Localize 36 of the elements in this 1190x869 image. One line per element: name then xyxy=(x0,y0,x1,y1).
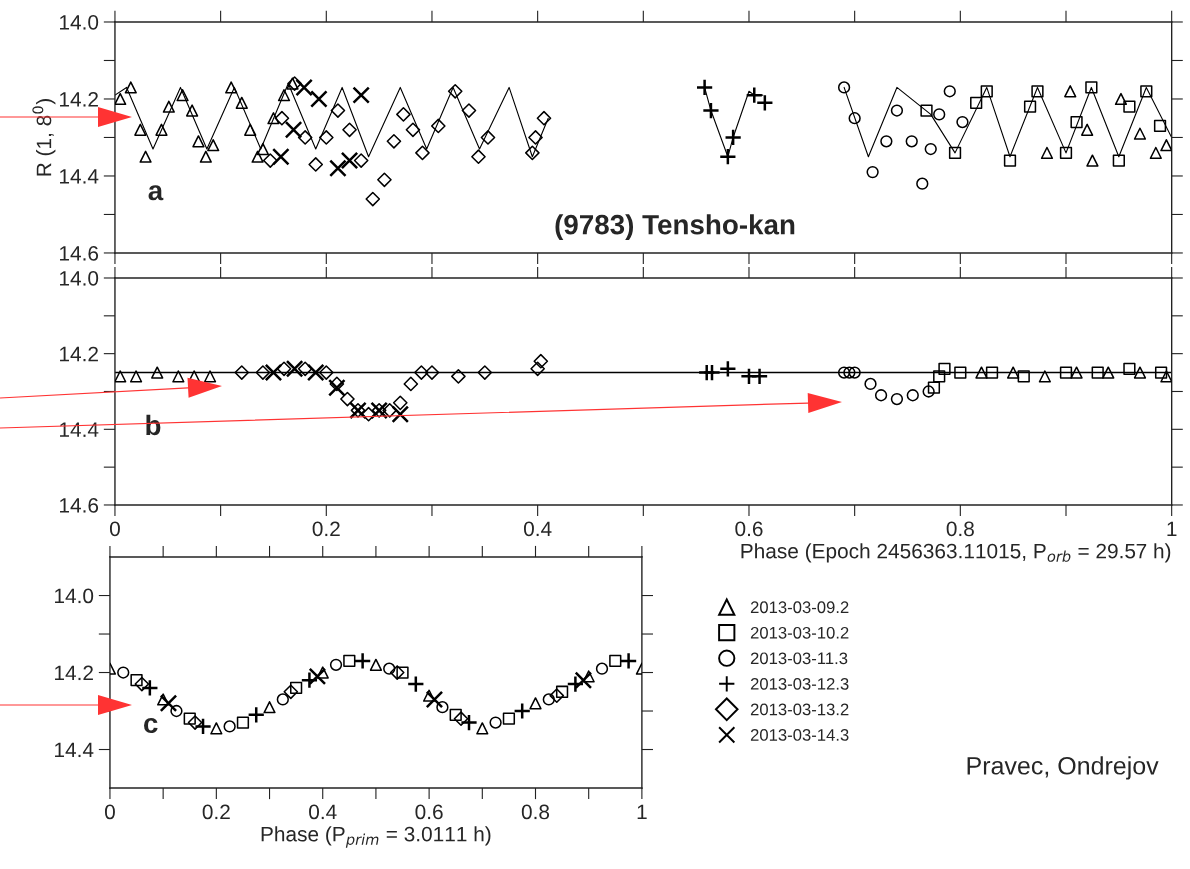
legend-label: 2013-03-10.2 xyxy=(750,626,849,639)
y-tick-label: 14.2 xyxy=(60,346,98,362)
y-tick-label: 14.2 xyxy=(60,91,98,107)
x-tick-label: 1 xyxy=(637,804,647,820)
legend-label: 2013-03-13.2 xyxy=(750,703,849,716)
x-axis-title: Phase (P$_{prim}$ = 3.0111 h) xyxy=(261,826,491,848)
text: Pravec, Ondrejov xyxy=(967,756,1159,780)
y-tick-label: 14.2 xyxy=(55,665,93,681)
x-tick-label: 0.4 xyxy=(523,521,552,537)
y-axis-title: R (1, 8$^{0}$) xyxy=(32,99,56,176)
x-tick-label: 1 xyxy=(1167,521,1177,537)
x-tick-label: 0 xyxy=(104,804,115,820)
legend-label: 2013-03-11.3 xyxy=(750,652,848,665)
y-tick-label: 14.6 xyxy=(60,497,99,513)
y-tick-label: 14.6 xyxy=(60,245,99,261)
x-tick-label: 0 xyxy=(109,521,120,537)
x-tick-label: 0.2 xyxy=(202,804,230,820)
y-tick-label: 14.0 xyxy=(60,270,99,286)
legend-label: 2013-03-14.3 xyxy=(750,729,849,741)
x-tick-label: 0.6 xyxy=(415,804,443,820)
x-tick-label: 0.2 xyxy=(312,521,340,537)
x-axis-title: Phase (Epoch 2456363.11015, P$_{orb}$ = 29.57 h) xyxy=(741,543,1171,563)
annotation: a xyxy=(148,185,164,201)
x-tick-label: 0.8 xyxy=(521,804,550,820)
text: (9783) Tensho-kan xyxy=(555,214,795,241)
y-tick-label: 14.4 xyxy=(55,742,94,758)
x-tick-label: 0.6 xyxy=(735,521,763,537)
y-tick-label: 14.4 xyxy=(60,422,99,437)
y-tick-label: 14.4 xyxy=(60,169,99,184)
y-tick-label: 14.0 xyxy=(55,588,94,604)
y-tick-label: 14.0 xyxy=(60,14,99,30)
legend-label: 2013-03-12.3 xyxy=(750,677,849,690)
x-tick-label: 0.8 xyxy=(946,521,974,537)
annotation: c xyxy=(144,717,158,734)
x-tick-label: 0.4 xyxy=(309,804,337,820)
legend-label: 2013-03-09.2 xyxy=(750,601,849,614)
